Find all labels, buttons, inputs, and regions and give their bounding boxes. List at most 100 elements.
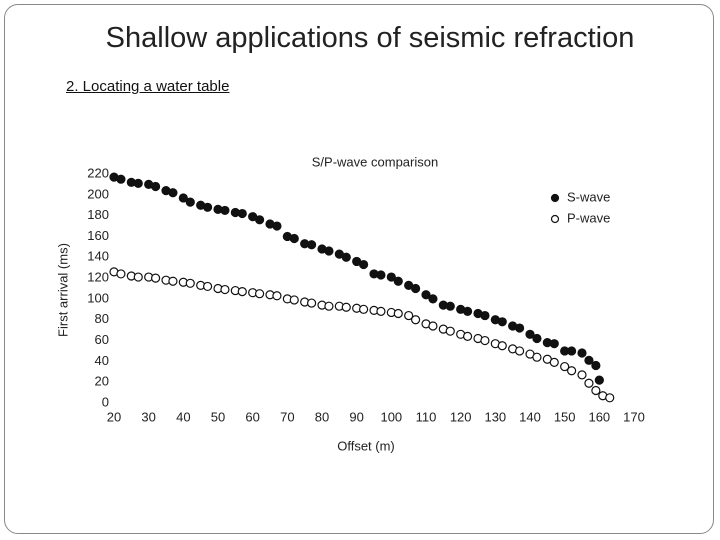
point bbox=[514, 323, 525, 333]
point bbox=[203, 202, 213, 212]
point bbox=[445, 326, 455, 336]
point bbox=[289, 295, 299, 305]
point bbox=[203, 281, 213, 292]
point bbox=[463, 306, 473, 316]
point bbox=[237, 208, 247, 219]
point bbox=[255, 215, 265, 225]
x-tick-label: 90 bbox=[349, 409, 363, 424]
x-tick-label: 160 bbox=[588, 409, 610, 424]
point bbox=[168, 188, 178, 198]
point bbox=[359, 304, 369, 314]
x-tick-label: 50 bbox=[211, 409, 225, 424]
point bbox=[428, 321, 438, 331]
y-tick-label: 20 bbox=[95, 374, 109, 389]
y-tick-label: 180 bbox=[87, 207, 109, 222]
point bbox=[497, 317, 507, 327]
legend-label: S-wave bbox=[567, 189, 610, 204]
y-tick-label: 220 bbox=[87, 165, 109, 180]
point bbox=[566, 366, 577, 376]
point bbox=[341, 302, 351, 312]
point bbox=[404, 310, 414, 321]
point bbox=[428, 294, 438, 304]
point bbox=[421, 290, 431, 300]
x-tick-label: 110 bbox=[416, 409, 437, 424]
point bbox=[577, 348, 587, 358]
point bbox=[324, 246, 334, 256]
point bbox=[584, 378, 594, 388]
y-tick-label: 200 bbox=[87, 186, 109, 201]
point bbox=[307, 240, 317, 250]
point bbox=[532, 352, 542, 362]
point bbox=[525, 329, 535, 339]
legend-label: P-wave bbox=[567, 210, 610, 225]
point bbox=[480, 335, 490, 346]
point bbox=[324, 301, 334, 311]
point bbox=[133, 178, 143, 188]
point bbox=[591, 360, 601, 371]
x-tick-label: 100 bbox=[380, 409, 402, 424]
point bbox=[341, 252, 351, 262]
x-tick-label: 70 bbox=[280, 409, 294, 424]
y-axis-label: First arrival (ms) bbox=[55, 243, 70, 337]
y-tick-label: 0 bbox=[102, 394, 109, 409]
point bbox=[255, 289, 265, 299]
slide-title: Shallow applications of seismic refracti… bbox=[105, 22, 635, 54]
point bbox=[393, 276, 403, 286]
x-tick-label: 20 bbox=[107, 409, 121, 424]
point bbox=[577, 370, 587, 380]
point bbox=[359, 259, 369, 270]
point bbox=[376, 270, 386, 280]
point bbox=[584, 355, 594, 365]
point bbox=[532, 333, 542, 344]
y-tick-label: 160 bbox=[87, 228, 109, 243]
x-tick-label: 140 bbox=[519, 409, 541, 424]
point bbox=[386, 272, 396, 282]
point bbox=[133, 272, 143, 282]
point bbox=[566, 346, 577, 356]
point bbox=[151, 181, 161, 192]
point bbox=[168, 276, 178, 286]
point bbox=[549, 339, 559, 349]
point bbox=[393, 308, 403, 319]
point bbox=[116, 174, 126, 184]
point bbox=[116, 269, 126, 279]
y-tick-label: 140 bbox=[87, 249, 109, 264]
point bbox=[411, 315, 421, 325]
x-tick-label: 30 bbox=[141, 409, 155, 424]
x-tick-label: 120 bbox=[450, 409, 472, 424]
point bbox=[591, 385, 601, 396]
x-tick-label: 170 bbox=[623, 409, 645, 424]
point bbox=[185, 197, 195, 207]
y-tick-label: 40 bbox=[95, 353, 109, 368]
chart-title: S/P-wave comparison bbox=[312, 154, 438, 169]
legend-marker bbox=[550, 214, 560, 224]
point bbox=[594, 375, 604, 385]
legend-marker bbox=[550, 193, 560, 203]
x-tick-label: 40 bbox=[176, 409, 190, 424]
point bbox=[549, 357, 559, 368]
point bbox=[560, 361, 570, 372]
point bbox=[185, 278, 195, 288]
slide-subtitle: 2. Locating a water table bbox=[66, 78, 230, 95]
slide-frame bbox=[4, 4, 714, 534]
point bbox=[514, 346, 525, 356]
point bbox=[237, 287, 247, 297]
point bbox=[220, 284, 230, 295]
point bbox=[151, 273, 161, 283]
point bbox=[480, 310, 490, 321]
point bbox=[307, 298, 317, 308]
x-axis-label: Offset (m) bbox=[337, 438, 395, 453]
y-tick-label: 80 bbox=[95, 311, 109, 326]
point bbox=[463, 331, 473, 341]
point bbox=[376, 306, 386, 316]
point bbox=[605, 393, 615, 403]
x-tick-label: 150 bbox=[554, 409, 576, 424]
point bbox=[272, 291, 282, 301]
y-tick-label: 100 bbox=[87, 290, 109, 305]
point bbox=[497, 341, 507, 351]
x-tick-label: 60 bbox=[245, 409, 259, 424]
x-tick-label: 130 bbox=[484, 409, 506, 424]
point bbox=[220, 205, 230, 216]
